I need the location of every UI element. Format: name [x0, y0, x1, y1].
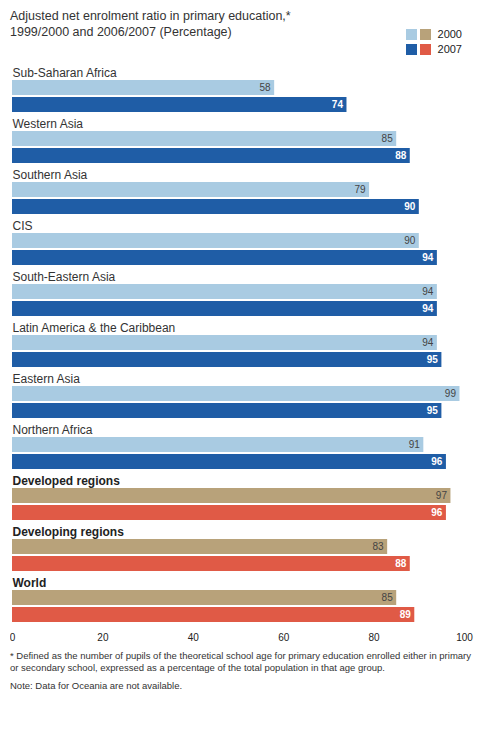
svg-text:World: World: [13, 576, 47, 590]
html-text:2007: 2007: [437, 43, 462, 55]
svg-text:Eastern Asia: Eastern Asia: [13, 372, 81, 386]
svg-text:94: 94: [422, 303, 434, 314]
svg-text:40: 40: [188, 632, 200, 643]
svg-text:94: 94: [422, 252, 434, 263]
html-text:Adjusted net enrolment ratio i: Adjusted net enrolment ratio in primary …: [10, 9, 291, 39]
svg-text:79: 79: [354, 184, 366, 195]
svg-text:Southern Asia: Southern Asia: [13, 168, 88, 182]
svg-text:Latin America & the Caribbean: Latin America & the Caribbean: [13, 321, 176, 335]
svg-text:85: 85: [382, 133, 394, 144]
svg-text:91: 91: [409, 439, 421, 450]
svg-text:85: 85: [382, 592, 394, 603]
svg-text:88: 88: [395, 558, 407, 569]
svg-text:CIS: CIS: [13, 219, 33, 233]
svg-text:100: 100: [456, 632, 473, 643]
svg-text:83: 83: [373, 541, 385, 552]
svg-text:74: 74: [332, 99, 344, 110]
svg-text:Developed regions: Developed regions: [13, 474, 121, 488]
svg-text:88: 88: [395, 150, 407, 161]
svg-text:Developing regions: Developing regions: [13, 525, 125, 539]
svg-text:96: 96: [431, 507, 443, 518]
svg-text:0: 0: [10, 632, 16, 643]
svg-text:80: 80: [369, 632, 381, 643]
svg-text:Sub-Saharan Africa: Sub-Saharan Africa: [13, 66, 117, 80]
svg-text:60: 60: [278, 632, 290, 643]
svg-text:South-Eastern Asia: South-Eastern Asia: [13, 270, 116, 284]
svg-text:Western Asia: Western Asia: [13, 117, 84, 131]
svg-text:94: 94: [422, 337, 434, 348]
svg-text:94: 94: [422, 286, 434, 297]
svg-text:58: 58: [260, 82, 272, 93]
html-text:2000: 2000: [437, 28, 462, 40]
svg-text:89: 89: [400, 609, 412, 620]
svg-text:97: 97: [436, 490, 448, 501]
svg-text:20: 20: [97, 632, 109, 643]
html-text:* Defined as the number of pup: * Defined as the number of pupils of the…: [10, 650, 471, 673]
svg-text:Northern Africa: Northern Africa: [13, 423, 93, 437]
svg-text:95: 95: [427, 405, 439, 416]
svg-text:90: 90: [404, 201, 416, 212]
svg-text:95: 95: [427, 354, 439, 365]
svg-text:96: 96: [431, 456, 443, 467]
html-text:Note: Data for Oceania are not: Note: Data for Oceania are not available…: [10, 680, 183, 691]
svg-text:90: 90: [404, 235, 416, 246]
svg-text:99: 99: [445, 388, 457, 399]
